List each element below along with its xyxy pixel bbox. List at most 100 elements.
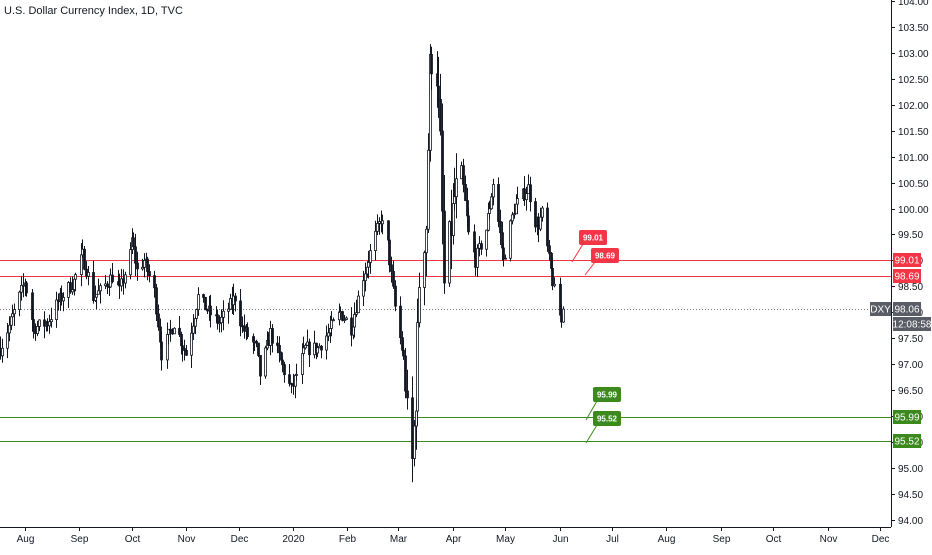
time-tick-label: Nov (178, 534, 196, 545)
candle-body (295, 374, 298, 376)
candle-body (55, 299, 58, 320)
candle-body (439, 99, 442, 132)
countdown-tag-bg (893, 317, 931, 331)
price-tick-label: 98.50 (898, 282, 923, 293)
candle-body (195, 309, 198, 319)
candle-body (513, 213, 516, 216)
candle-body (504, 257, 507, 260)
candle-body (257, 342, 260, 356)
candle-body (111, 274, 114, 283)
candle-body (497, 184, 500, 222)
price-tick-label: 102.50 (898, 75, 929, 86)
candle-body (480, 243, 483, 250)
candle-body (485, 229, 488, 250)
candle-body (546, 207, 549, 247)
price-tag-bg (893, 253, 921, 267)
candle-body (453, 196, 456, 204)
time-tick-label: Apr (446, 534, 462, 545)
candle-body (553, 283, 556, 287)
time-tick-label: Feb (339, 534, 357, 545)
candle-body (181, 345, 184, 349)
candle-body (192, 325, 195, 334)
candle-body (392, 271, 395, 287)
candle-body (25, 282, 28, 294)
candle-body (394, 285, 397, 307)
candle-body (283, 364, 286, 376)
candle-body (525, 193, 528, 201)
time-tick-label: Sep (713, 534, 731, 545)
candle-body (62, 297, 65, 302)
candle-body (418, 287, 421, 324)
price-tick-label: 103.50 (898, 23, 929, 34)
candle-body (204, 296, 207, 311)
candle-body (288, 374, 291, 384)
candle-body (430, 53, 433, 75)
last-price-tag-bg (893, 302, 921, 316)
candle-body (32, 319, 35, 328)
candle-body (218, 322, 221, 325)
candle-body (167, 328, 170, 335)
time-tick-label: Aug (658, 534, 676, 545)
last-price-tag: 98.06 (894, 305, 919, 316)
candle-body (499, 221, 502, 234)
candle-body (399, 305, 402, 339)
time-tick-label: Jun (552, 534, 568, 545)
callout-label: 99.01 (583, 234, 604, 243)
candle-body (48, 321, 51, 327)
candle-body (134, 246, 137, 264)
candle-body (406, 390, 409, 399)
countdown-tag: 12:08:58 (893, 320, 932, 331)
candle-body (551, 268, 554, 287)
candle-body (278, 345, 281, 354)
candle-body (388, 239, 391, 266)
price-tick-label: 101.00 (898, 153, 929, 164)
candle-body (83, 248, 86, 270)
candle-body (50, 319, 53, 323)
price-tag: 95.52 (894, 437, 919, 448)
chart-title: U.S. Dollar Currency Index, 1D, TVC (4, 5, 183, 17)
candle-body (332, 319, 335, 322)
candle-body (222, 310, 225, 318)
candle-body (462, 165, 465, 185)
candle-body (220, 316, 223, 324)
candle-body (301, 353, 304, 375)
symbol-tag: DXY (870, 305, 891, 316)
candle-body (355, 312, 358, 315)
price-tick-label: 100.50 (898, 179, 929, 190)
time-tick-label: Dec (872, 534, 890, 545)
candle-body (416, 322, 419, 412)
candle-body (369, 250, 372, 263)
candle-body (124, 274, 127, 284)
candle-body (511, 214, 514, 222)
callout-label: 95.52 (597, 415, 618, 424)
price-tick-label: 102.00 (898, 101, 929, 112)
candle-body (185, 350, 188, 356)
callout-leader (571, 243, 584, 263)
candle-body (425, 228, 428, 254)
candle-body (357, 295, 360, 314)
candle-body (38, 319, 41, 327)
candles (0, 44, 565, 483)
callout-leader (584, 261, 596, 276)
candle-body (316, 347, 319, 354)
candle-body (178, 327, 181, 335)
candle-body (136, 262, 139, 270)
price-tag: 98.69 (894, 272, 919, 283)
callout-label: 98.69 (595, 252, 616, 261)
candle-body (390, 264, 393, 272)
candle-body (11, 313, 14, 318)
candle-body (308, 341, 311, 356)
candle-body (548, 245, 551, 254)
candle-body (350, 317, 353, 336)
candle-body (345, 317, 348, 320)
candle-body (155, 287, 158, 315)
candle-body (202, 294, 205, 298)
callout-label: 95.99 (597, 391, 618, 400)
candle-body (132, 237, 135, 248)
candle-body (190, 332, 193, 356)
candle-body (197, 294, 200, 311)
candle-body (8, 324, 11, 334)
price-tick-label: 97.50 (898, 334, 923, 345)
